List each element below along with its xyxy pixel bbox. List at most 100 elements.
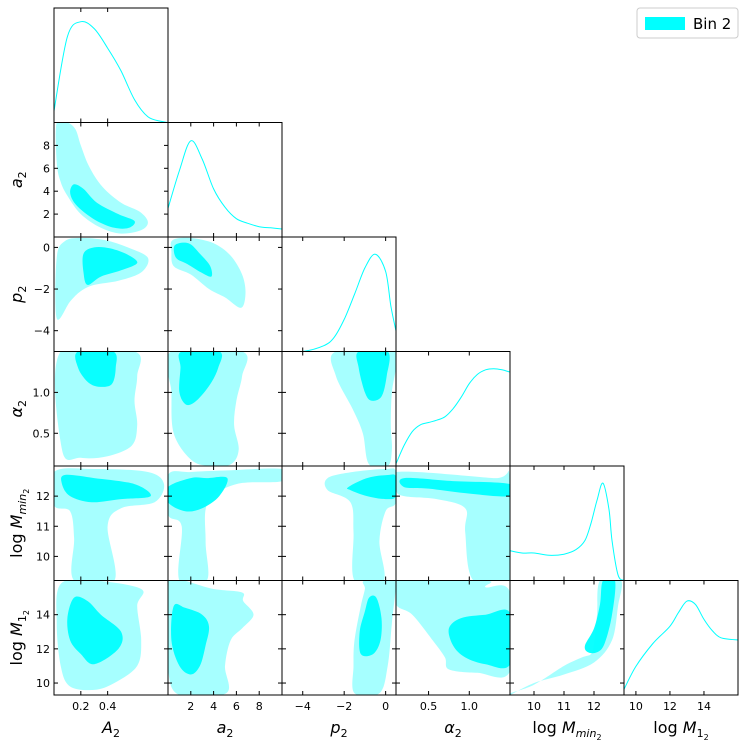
marginal-panel-0 [54,20,168,123]
legend: Bin 2 [636,7,739,39]
x-tick-label: 10 [629,700,643,713]
marginal-panel-1 [168,140,282,230]
contour-inner-2-5 [359,595,382,657]
contour-panel-4-5 [510,580,623,695]
axis-label: log Mmin2 [7,489,31,558]
axis-label: p2 [7,286,29,304]
axis-label: α2 [7,400,29,418]
marginal-line-2 [282,253,396,352]
x-tick-label: 0 [382,700,389,713]
axis-label: α2 [444,718,462,740]
contour-inner-4-5 [584,580,616,654]
contour-outer-3-4 [396,470,510,581]
x-tick-label: 6 [233,700,240,713]
contour-panel-0-5 [56,580,144,691]
y-tick-label: 4 [43,185,50,198]
x-tick-label: 4 [210,700,217,713]
contour-panel-1-4 [168,468,282,581]
contour-panel-1-2 [170,237,246,308]
panel-frame-5-5 [623,580,739,696]
contour-panel-1-3 [168,351,248,466]
marginal-panel-2 [282,253,396,352]
x-tick-label: 10 [527,700,541,713]
y-tick-label: 0.5 [33,427,51,440]
y-tick-label: 12 [36,643,50,656]
panel-frame-2-2 [281,236,397,352]
contour-inner-0-5 [67,596,123,665]
axis-label: log M12 [7,610,31,665]
x-tick-label: 0.5 [420,700,438,713]
y-tick-label: −4 [34,325,50,338]
x-tick-label: 12 [663,700,677,713]
y-tick-label: 14 [36,609,50,622]
contour-panel-2-4 [324,468,396,581]
y-tick-label: 8 [43,139,50,152]
axis-label: A2 [101,718,120,740]
x-tick-label: 8 [256,700,263,713]
y-tick-label: 10 [36,550,50,563]
tick-marks [54,8,705,695]
y-tick-label: −2 [34,283,50,296]
x-tick-label: 1.0 [461,700,479,713]
x-tick-label: 11 [557,700,571,713]
axis-label: log Mmin2 [532,718,601,742]
legend-frame [636,7,739,39]
contour-panel-0-1 [55,122,148,234]
contour-inner-1-2 [173,242,213,277]
contour-inner-1-5 [171,603,210,675]
axis-label: log M12 [653,718,708,742]
contour-panel-3-5 [396,580,510,678]
axis-labels: 0.2 0.4 2 4 6 8 −4 −2 0 0.5 1.0 10 11 12 10 12 14 2 4 6 8 −4 −… [7,139,711,742]
marginal-line-1 [168,140,282,230]
marginal-panel-5 [624,600,738,690]
contour-inner-3-4 [399,477,510,497]
axis-label: p2 [329,718,347,740]
x-tick-label: −2 [336,700,352,713]
contour-inner-1-3 [178,351,223,406]
contour-panel-1-5 [168,580,254,695]
contour-inner-0-2 [82,246,138,285]
contour-outer-0-3 [54,351,141,460]
panel-frame-4-4 [509,465,625,581]
contour-inner-1-4 [168,476,228,512]
contour-panel-0-4 [54,468,165,581]
x-tick-label: 14 [697,700,711,713]
y-tick-label: 2 [43,208,50,221]
contour-panel-0-3 [54,351,141,460]
contour-inner-0-1 [70,184,135,229]
contour-inner-2-3 [356,351,390,401]
contour-panel-2-3 [330,351,396,466]
y-tick-label: 12 [36,490,50,503]
contour-inner-3-5 [448,609,510,669]
marginal-panel-4 [510,482,624,581]
marginal-line-4 [510,482,624,581]
x-tick-label: 0.4 [99,700,117,713]
axis-label: a2 [7,171,29,188]
x-tick-label: 0.2 [72,700,90,713]
y-tick-label: 11 [36,520,50,533]
axis-label: a2 [217,718,234,740]
legend-swatch [645,17,685,30]
y-tick-label: 6 [43,162,50,175]
x-tick-label: 12 [587,700,601,713]
contour-panel-0-2 [55,237,149,320]
y-tick-label: 0 [43,241,50,254]
y-tick-label: 10 [36,677,50,690]
contour-panel-2-5 [352,580,396,695]
y-tick-label: 1.0 [33,386,51,399]
marginal-line-5 [624,600,738,690]
contour-inner-2-4 [346,474,396,500]
marginal-line-3 [396,368,510,464]
marginal-line-0 [54,20,168,123]
legend-label: Bin 2 [693,15,731,33]
panel-frame-1-1 [167,122,283,238]
contour-inner-0-4 [61,474,151,503]
x-tick-label: 2 [187,700,194,713]
x-tick-label: −4 [295,700,311,713]
panels [53,7,739,696]
contour-inner-0-3 [75,351,117,387]
marginal-panel-3 [396,368,510,464]
panel-frame-0-0 [53,7,169,123]
contour-panel-3-4 [396,470,510,581]
